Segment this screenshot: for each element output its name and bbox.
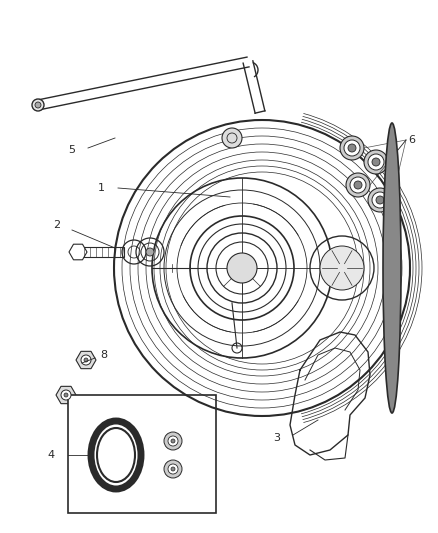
Text: 3: 3 <box>273 433 280 443</box>
Circle shape <box>146 248 154 256</box>
Text: 2: 2 <box>53 220 60 230</box>
Circle shape <box>372 158 380 166</box>
Circle shape <box>168 464 178 474</box>
Circle shape <box>168 436 178 446</box>
Circle shape <box>372 192 388 208</box>
Ellipse shape <box>91 421 141 489</box>
Circle shape <box>376 196 384 204</box>
Text: 1: 1 <box>98 183 105 193</box>
Circle shape <box>364 150 388 174</box>
Circle shape <box>227 253 257 283</box>
Circle shape <box>84 358 88 362</box>
Text: 6: 6 <box>408 135 415 145</box>
Text: 4: 4 <box>48 450 55 460</box>
Circle shape <box>320 246 364 290</box>
Circle shape <box>368 154 384 170</box>
Circle shape <box>35 102 41 108</box>
Circle shape <box>350 177 366 193</box>
Text: 5: 5 <box>68 145 75 155</box>
Circle shape <box>344 140 360 156</box>
Circle shape <box>61 390 71 400</box>
Circle shape <box>346 173 370 197</box>
Circle shape <box>81 355 91 365</box>
Circle shape <box>171 467 175 471</box>
Circle shape <box>64 393 68 397</box>
Ellipse shape <box>97 428 135 482</box>
Bar <box>82 247 124 257</box>
Circle shape <box>348 144 356 152</box>
Bar <box>68 395 216 513</box>
Circle shape <box>368 188 392 212</box>
Text: 8: 8 <box>100 350 107 360</box>
Circle shape <box>164 460 182 478</box>
Circle shape <box>171 439 175 443</box>
Circle shape <box>164 432 182 450</box>
Circle shape <box>354 181 362 189</box>
Circle shape <box>32 99 44 111</box>
Ellipse shape <box>383 123 401 413</box>
Circle shape <box>340 136 364 160</box>
Circle shape <box>222 128 242 148</box>
